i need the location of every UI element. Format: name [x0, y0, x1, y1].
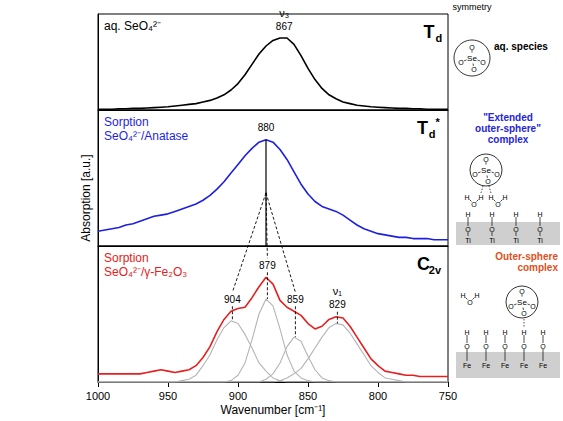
svg-text:H: H: [489, 211, 494, 218]
svg-text:H: H: [460, 292, 465, 299]
svg-text:H: H: [474, 292, 479, 299]
svg-text:859: 859: [287, 294, 304, 305]
svg-text:H: H: [521, 329, 526, 336]
svg-text:Fe: Fe: [501, 362, 509, 369]
svg-text:T: T: [424, 22, 435, 42]
svg-text:O: O: [494, 171, 500, 178]
svg-text:aq. species: aq. species: [494, 41, 548, 52]
svg-text:Wavenumber [cm⁻¹]: Wavenumber [cm⁻¹]: [221, 403, 326, 417]
svg-text:Sorption: Sorption: [104, 115, 149, 129]
svg-text:O: O: [483, 343, 489, 350]
svg-text:aq. SeO₄²⁻: aq. SeO₄²⁻: [104, 19, 161, 33]
svg-text:H: H: [502, 194, 507, 201]
svg-text:O: O: [502, 343, 508, 350]
svg-text:900: 900: [229, 390, 247, 402]
svg-text:O: O: [465, 226, 471, 233]
svg-text:Se: Se: [481, 166, 491, 175]
svg-text:O: O: [508, 303, 514, 310]
svg-text:O: O: [495, 201, 501, 208]
svg-text:Ti: Ti: [465, 237, 471, 244]
svg-text:Sorption: Sorption: [104, 251, 149, 265]
svg-text:complex: complex: [517, 262, 558, 273]
svg-text:T: T: [417, 118, 428, 138]
svg-text:outer-sphere": outer-sphere": [475, 123, 541, 134]
svg-text:Outer-sphere: Outer-sphere: [495, 251, 558, 262]
svg-text:symmetry: symmetry: [453, 2, 492, 12]
svg-text:2v: 2v: [429, 264, 442, 276]
svg-text:O: O: [480, 59, 486, 66]
svg-text:O: O: [485, 178, 491, 185]
svg-text:H: H: [464, 329, 469, 336]
svg-text:904: 904: [224, 294, 241, 305]
svg-text:950: 950: [159, 390, 177, 402]
svg-text:"Extended: "Extended: [483, 112, 533, 123]
svg-text:800: 800: [369, 390, 387, 402]
svg-text:Se: Se: [467, 54, 477, 63]
svg-text:ν₁: ν₁: [333, 285, 343, 297]
svg-text:Ti: Ti: [489, 237, 495, 244]
svg-text:H: H: [540, 329, 545, 336]
svg-text:H: H: [537, 211, 542, 218]
svg-text:SeO₄²⁻/Anatase: SeO₄²⁻/Anatase: [104, 129, 189, 143]
svg-text:ν₃: ν₃: [279, 7, 289, 19]
svg-text:880: 880: [258, 122, 275, 133]
svg-text:O: O: [464, 343, 470, 350]
svg-text:Se: Se: [517, 298, 527, 307]
svg-text:H: H: [502, 329, 507, 336]
svg-text:H: H: [488, 194, 493, 201]
svg-text:complex: complex: [488, 134, 529, 145]
svg-text:O: O: [458, 59, 464, 66]
svg-text:O: O: [489, 226, 495, 233]
svg-text:O: O: [471, 201, 477, 208]
svg-text:O: O: [540, 343, 546, 350]
svg-text:O: O: [513, 226, 519, 233]
svg-text:750: 750: [439, 390, 457, 402]
svg-text:O: O: [530, 303, 536, 310]
svg-text:Fe: Fe: [520, 362, 528, 369]
svg-text:C: C: [416, 254, 430, 274]
svg-text:879: 879: [259, 260, 276, 271]
svg-text:O: O: [471, 66, 477, 73]
svg-text:O: O: [467, 299, 473, 306]
svg-text:Ti: Ti: [537, 237, 543, 244]
svg-text:d: d: [435, 32, 442, 44]
svg-text:O: O: [519, 288, 525, 295]
svg-text:d: d: [429, 128, 436, 140]
svg-text:O: O: [521, 310, 527, 317]
svg-text:Fe: Fe: [539, 362, 547, 369]
svg-text:H: H: [513, 211, 518, 218]
svg-text:SeO₄²⁻/γ-Fe₂O₃: SeO₄²⁻/γ-Fe₂O₃: [104, 265, 187, 279]
svg-text:O: O: [537, 226, 543, 233]
svg-text:O: O: [472, 171, 478, 178]
svg-text:Ti: Ti: [513, 237, 519, 244]
svg-text:H: H: [483, 329, 488, 336]
svg-text:867: 867: [276, 21, 293, 32]
svg-text:O: O: [483, 156, 489, 163]
svg-text:1000: 1000: [86, 390, 110, 402]
svg-text:O: O: [521, 343, 527, 350]
svg-text:Absorption [a.u.]: Absorption [a.u.]: [79, 154, 93, 241]
svg-text:829: 829: [329, 299, 346, 310]
svg-text:Fe: Fe: [463, 362, 471, 369]
svg-text:O: O: [469, 44, 475, 51]
svg-text:H: H: [478, 194, 483, 201]
svg-text:850: 850: [299, 390, 317, 402]
svg-text:*: *: [435, 116, 440, 128]
svg-text:H: H: [465, 211, 470, 218]
svg-text:Fe: Fe: [482, 362, 490, 369]
svg-text:H: H: [464, 194, 469, 201]
